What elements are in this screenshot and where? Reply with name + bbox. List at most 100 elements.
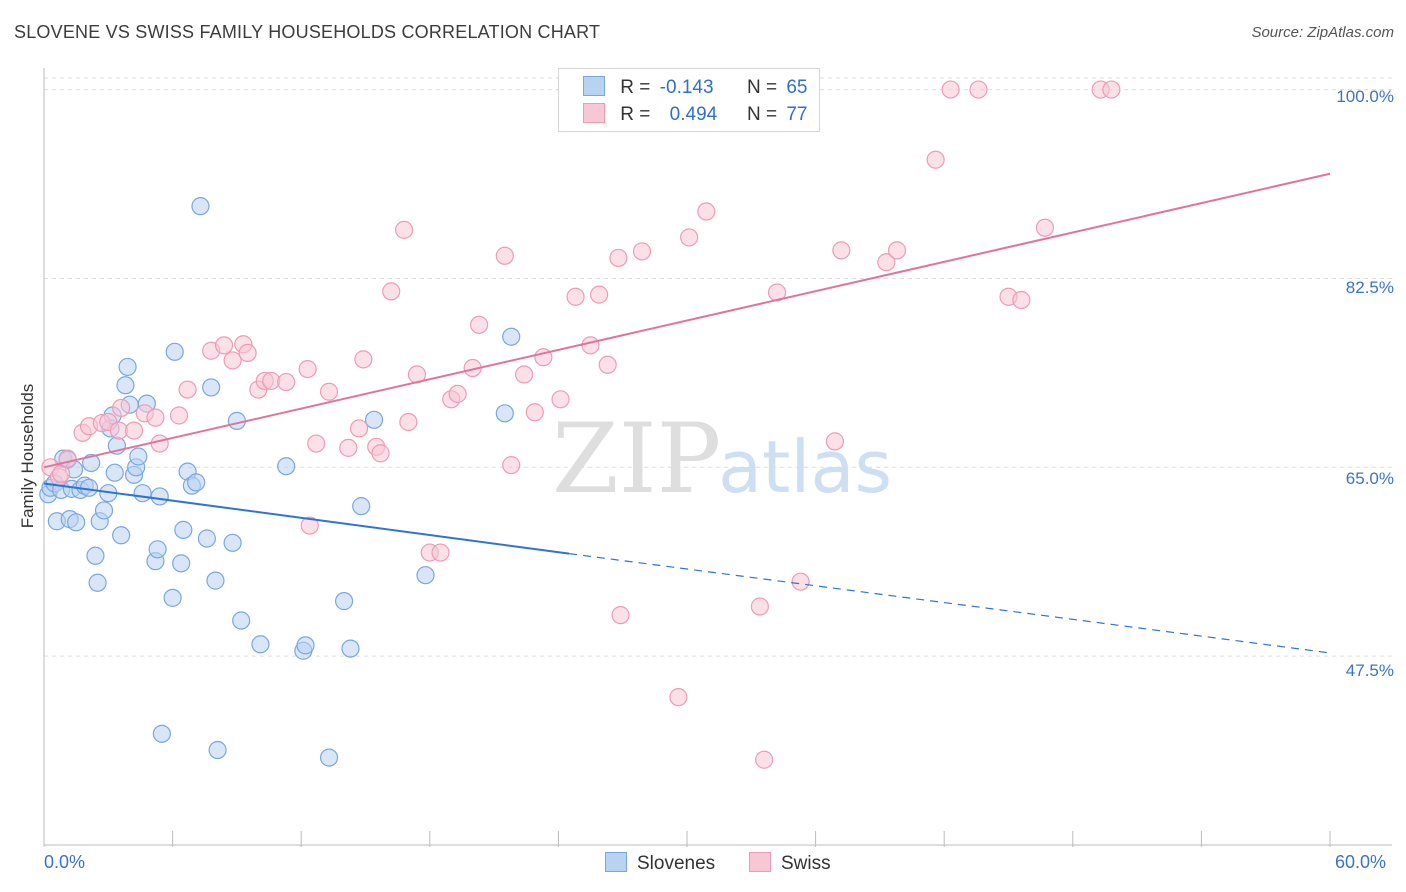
- swiss-point-20: [238, 343, 257, 362]
- swiss-swatch: [583, 103, 605, 123]
- swiss-point-15: [178, 380, 197, 399]
- slovenes-point-24: [112, 526, 131, 545]
- swiss-point-76: [1102, 80, 1121, 99]
- swiss-point-9: [112, 398, 131, 418]
- slovenes-point-38: [165, 342, 184, 361]
- slovenes-point-44: [191, 197, 210, 216]
- swiss-point-67: [877, 253, 896, 272]
- x-tick-max: 60.0%: [1335, 852, 1387, 872]
- y-tick-47-5: 47.5%: [1345, 661, 1394, 680]
- correlation-legend: R = -0.143 N = 65 R = 0.494 N = 77: [558, 68, 820, 132]
- swiss-point-24: [277, 372, 296, 392]
- slovenes-point-53: [277, 457, 296, 476]
- legend-item-swiss: Swiss: [749, 852, 831, 875]
- slovenes-legend-swatch: [605, 852, 627, 872]
- slovenes-point-45: [197, 529, 216, 548]
- swiss-point-56: [632, 242, 652, 261]
- slovenes-point-18: [94, 501, 114, 520]
- slovenes-n-value: 65: [786, 77, 808, 98]
- slovenes-point-31: [133, 484, 152, 503]
- slovenes-point-39: [172, 554, 191, 573]
- swiss-point-39: [431, 543, 450, 562]
- swiss-point-71: [969, 80, 988, 99]
- y-tick-65: 65.0%: [1345, 469, 1394, 488]
- swiss-point-35: [394, 220, 414, 239]
- x-tick-min: 0.0%: [44, 852, 86, 872]
- swiss-point-10: [124, 421, 144, 440]
- slovenes-point-37: [163, 588, 182, 607]
- slovenes-point-59: [352, 497, 371, 516]
- swiss-point-29: [339, 438, 358, 457]
- r-label: R =: [620, 104, 651, 125]
- slovenes-point-25: [116, 376, 135, 395]
- swiss-point-23: [262, 371, 281, 391]
- swiss-legend-swatch: [749, 852, 771, 872]
- swiss-point-65: [825, 432, 844, 451]
- slovenes-point-56: [319, 748, 339, 767]
- slovenes-point-15: [86, 546, 105, 565]
- swiss-point-3: [58, 449, 77, 468]
- swiss-point-34: [382, 282, 401, 301]
- slovenes-point-10: [67, 513, 86, 532]
- source-label: Source: ZipAtlas.com: [1251, 24, 1394, 41]
- watermark-zip: ZIP: [552, 403, 721, 515]
- swiss-point-45: [502, 456, 521, 475]
- slovenes-point-62: [495, 404, 514, 423]
- chart-title: SLOVENE VS SWISS FAMILY HOUSEHOLDS CORRE…: [14, 22, 601, 42]
- slovenes-point-63: [502, 327, 521, 346]
- swiss-point-41: [448, 384, 467, 404]
- swiss-point-62: [755, 750, 774, 769]
- slovenes-point-36: [152, 724, 171, 743]
- slovenes-point-60: [364, 410, 384, 429]
- swiss-trend-line: [43, 172, 1331, 469]
- swiss-point-25: [298, 359, 317, 379]
- swiss-point-28: [319, 382, 339, 401]
- slovenes-point-30: [129, 447, 148, 466]
- slovenes-point-57: [334, 592, 354, 611]
- legend-row-slovenes: R = -0.143 N = 65: [583, 76, 807, 98]
- slovenes-point-49: [223, 533, 242, 552]
- swiss-point-59: [697, 202, 716, 221]
- swiss-point-49: [551, 390, 570, 409]
- slovenes-point-46: [202, 378, 221, 397]
- swiss-n-value: 77: [786, 104, 808, 125]
- slovenes-point-43: [187, 473, 206, 492]
- swiss-point-50: [566, 287, 585, 306]
- legend-item-slovenes: Slovenes: [605, 852, 715, 875]
- y-tick-100: 100.0%: [1336, 87, 1394, 106]
- swiss-r-value: 0.494: [669, 104, 718, 125]
- swiss-point-69: [926, 150, 945, 169]
- slovenes-trend-line: [43, 482, 570, 555]
- y-tick-82-5: 82.5%: [1345, 278, 1394, 297]
- slovenes-legend-label: Slovenes: [637, 853, 716, 874]
- legend-row-swiss: R = 0.494 N = 77: [583, 103, 807, 125]
- slovenes-point-14: [82, 453, 101, 473]
- swiss-point-68: [887, 241, 907, 260]
- swiss-point-36: [399, 412, 418, 432]
- slovenes-point-26: [118, 357, 137, 377]
- swiss-point-26: [300, 516, 319, 535]
- slovenes-point-47: [206, 571, 225, 590]
- swiss-point-61: [750, 597, 769, 616]
- swiss-point-66: [832, 241, 851, 260]
- swiss-point-57: [669, 688, 688, 707]
- swiss-point-64: [791, 572, 810, 591]
- swiss-point-70: [941, 80, 960, 99]
- swiss-point-47: [525, 403, 544, 422]
- slovenes-point-55: [296, 636, 315, 655]
- slovenes-trend-extension: [569, 553, 1331, 654]
- r-label: R =: [620, 77, 651, 98]
- swiss-point-18: [223, 351, 242, 370]
- swiss-point-31: [354, 350, 373, 369]
- swiss-point-44: [495, 246, 514, 265]
- swiss-point-55: [611, 606, 630, 625]
- slovenes-point-58: [341, 639, 360, 658]
- swiss-point-2: [52, 464, 71, 483]
- swiss-point-52: [590, 285, 609, 304]
- slovenes-point-35: [150, 487, 169, 506]
- swiss-point-27: [307, 434, 326, 453]
- slovenes-point-16: [88, 573, 107, 592]
- swiss-point-33: [371, 444, 390, 463]
- slovenes-point-34: [148, 540, 167, 559]
